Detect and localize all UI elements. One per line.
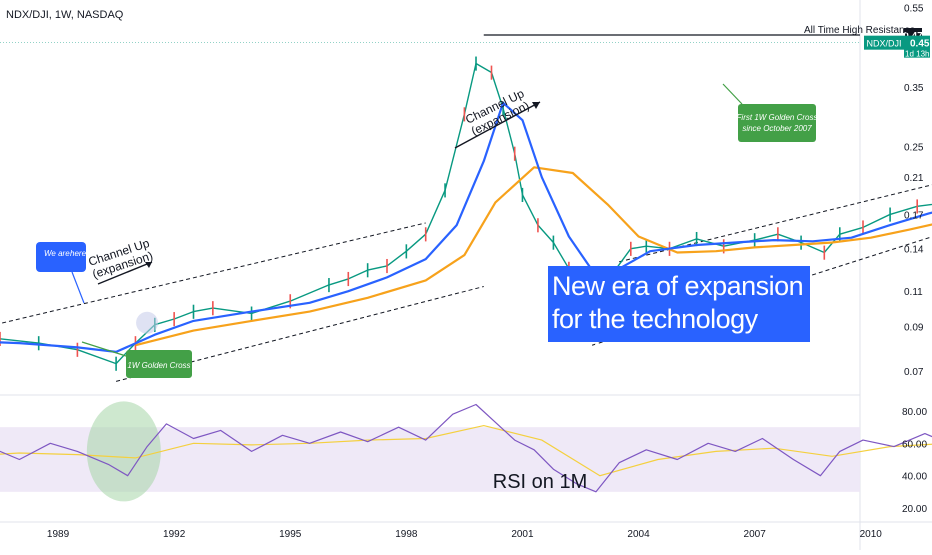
x-tick-label: 2010	[860, 529, 883, 540]
x-tick-label: 2004	[627, 529, 650, 540]
price-tick-label: 0.11	[904, 287, 923, 298]
golden-cross-2-text-2: since October 2007	[742, 124, 812, 133]
x-tick-label: 1989	[47, 529, 70, 540]
x-tick-label: 1995	[279, 529, 302, 540]
rsi-highlight-left	[87, 401, 161, 501]
we-are-here-text-1: We are	[44, 249, 70, 258]
x-tick-label: 2001	[511, 529, 534, 540]
we-are-here-pointer	[72, 272, 84, 303]
x-tick-label: 1998	[395, 529, 418, 540]
price-tick-label: 0.35	[904, 83, 924, 94]
price-tick-label: 0.07	[904, 367, 924, 378]
current-value-label: 0.45	[910, 39, 930, 50]
rsi-tick-label: 80.00	[902, 407, 927, 418]
price-tick-label: 0.14	[904, 245, 924, 256]
current-symbol-label: NDX/DJI	[866, 39, 901, 49]
era-callout-text: New era of expansion for the technology …	[552, 270, 807, 369]
rsi-tick-label: 60.00	[902, 439, 927, 450]
ath-label: All Time High Resistance	[804, 25, 916, 36]
golden-cross-1-text: 1W Golden Cross	[127, 361, 190, 370]
golden-cross-2-text-1: First 1W Golden Cross	[737, 113, 818, 122]
price-tick-label: 0.25	[904, 142, 924, 153]
rsi-label: RSI on 1M	[493, 471, 587, 493]
rsi-tick-label: 40.00	[902, 472, 927, 483]
we-are-here-highlight	[136, 312, 158, 334]
x-tick-label: 1992	[163, 529, 186, 540]
era-line-2: for the technology sector?	[552, 303, 807, 369]
channel-1-upper-line	[0, 223, 426, 333]
golden-cross-2-pointer	[723, 84, 742, 104]
we-are-here-text-2: here	[70, 249, 87, 258]
symbol-label: NDX/DJI, 1W, NASDAQ	[6, 9, 123, 21]
current-timer-label: 1d 13h	[905, 50, 929, 59]
price-tick-label: 0.09	[904, 323, 924, 334]
x-tick-label: 2007	[744, 529, 767, 540]
price-tick-label: 0.17	[904, 210, 924, 221]
price-tick-label: 0.21	[904, 173, 924, 184]
golden-cross-2-callout	[738, 104, 816, 142]
rsi-tick-label: 20.00	[902, 504, 927, 515]
price-tick-label: 0.55	[904, 3, 924, 14]
era-line-1: New era of expansion	[552, 270, 807, 303]
